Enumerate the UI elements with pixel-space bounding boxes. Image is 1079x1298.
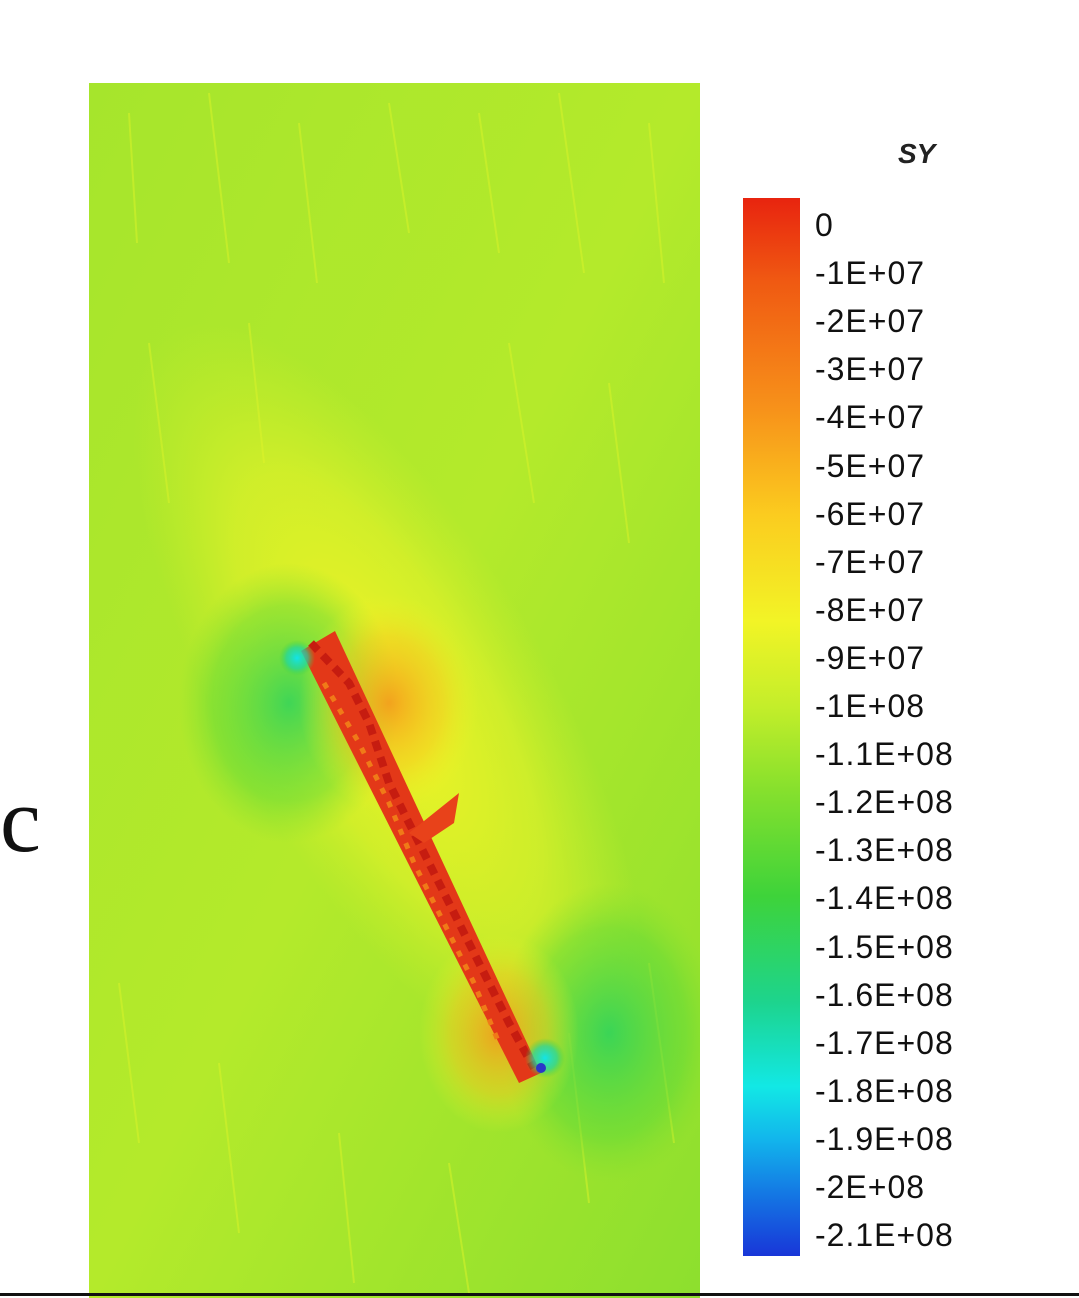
colorbar-tick-label: -1.9E+08 bbox=[815, 1120, 954, 1157]
colorbar-tick-label: -1E+08 bbox=[815, 688, 926, 724]
colorbar-tick-label: -1.2E+08 bbox=[815, 784, 954, 821]
colorbar-tick-label: -4E+07 bbox=[815, 399, 926, 436]
legend-title: SY bbox=[898, 138, 936, 169]
colorbar-tick-label: -1E+07 bbox=[815, 255, 926, 292]
colorbar-tick-label: -3E+07 bbox=[815, 351, 926, 388]
colorbar-tick-label: 0 bbox=[815, 207, 834, 243]
colorbar-tick-label: -1.1E+08 bbox=[815, 736, 954, 773]
colorbar-tick-label: -9E+07 bbox=[815, 639, 926, 676]
colorbar-tick-label: -1.7E+08 bbox=[815, 1024, 954, 1061]
colorbar-tick-label: -1.5E+08 bbox=[815, 928, 954, 965]
colorbar-tick-label: -1.6E+08 bbox=[815, 976, 954, 1013]
colorbar-tick-label: -7E+07 bbox=[815, 543, 926, 580]
colorbar-tick-label: -2E+08 bbox=[815, 1169, 926, 1205]
colorbar-tick-label: -8E+07 bbox=[815, 591, 926, 628]
bottom-divider bbox=[0, 1293, 1079, 1296]
colorbar-tick-label: -1.8E+08 bbox=[815, 1072, 954, 1109]
colorbar-tick-label: -6E+07 bbox=[815, 495, 926, 532]
colorbar-tick-label: -1.4E+08 bbox=[815, 880, 954, 917]
stress-field-image bbox=[89, 83, 700, 1298]
colorbar-tick-label: -1.3E+08 bbox=[815, 832, 954, 869]
colorbar-tick-label: -2E+07 bbox=[815, 303, 926, 340]
colorbar-tick-label: -2.1E+08 bbox=[815, 1217, 954, 1254]
colorbar-tick-label: -5E+07 bbox=[815, 447, 926, 484]
panel-label: c bbox=[0, 769, 41, 871]
colorbar-tick-labels: 0 -1E+07 -2E+07 -3E+07 -4E+07 -5E+07 -6E+07 -7E… bbox=[815, 205, 1015, 1265]
colorbar bbox=[743, 198, 800, 1256]
